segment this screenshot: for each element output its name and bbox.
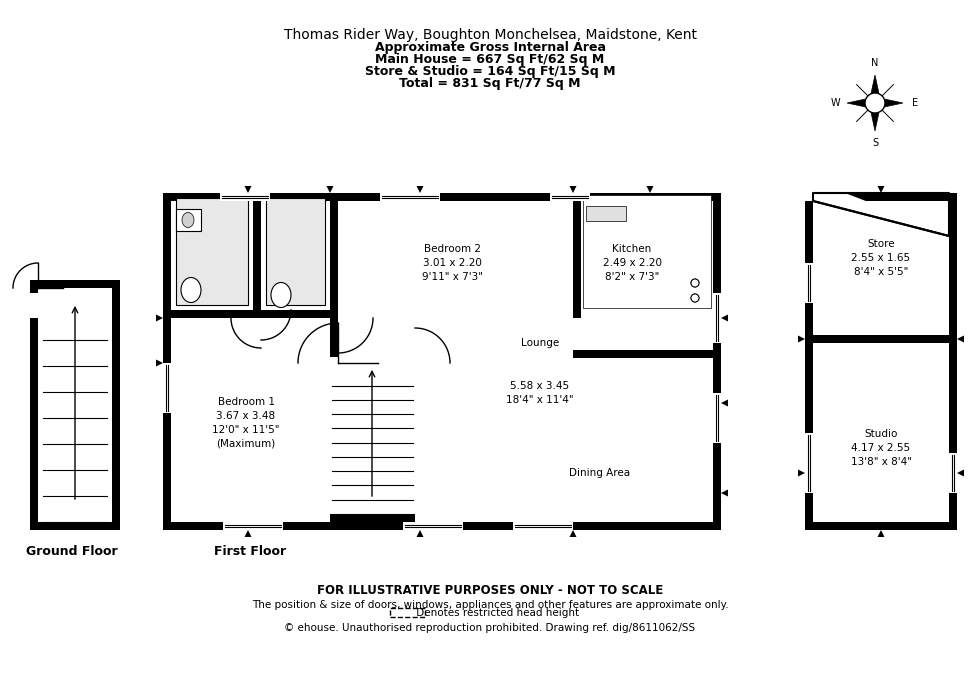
Bar	[949, 193, 957, 530]
Polygon shape	[805, 193, 949, 233]
Bar	[713, 293, 721, 343]
Polygon shape	[869, 103, 881, 131]
Circle shape	[691, 294, 699, 302]
Bar	[390, 608, 425, 617]
Bar	[266, 198, 325, 305]
Bar	[805, 433, 813, 493]
Text: W: W	[830, 98, 840, 108]
Bar	[805, 193, 957, 530]
Circle shape	[691, 279, 699, 287]
Bar	[112, 280, 120, 530]
Bar	[163, 522, 721, 530]
Bar	[586, 206, 626, 221]
Bar	[176, 198, 248, 305]
Bar	[163, 193, 171, 530]
Polygon shape	[957, 469, 964, 477]
Text: First Floor: First Floor	[214, 545, 286, 558]
Bar	[805, 522, 957, 530]
Bar	[805, 263, 813, 303]
Text: Ground Floor: Ground Floor	[26, 545, 118, 558]
Polygon shape	[569, 186, 576, 193]
Circle shape	[691, 279, 699, 287]
Bar	[330, 201, 338, 363]
Polygon shape	[721, 489, 728, 496]
Bar	[949, 453, 957, 493]
Bar	[573, 350, 713, 358]
Circle shape	[865, 93, 885, 113]
Bar	[330, 514, 415, 522]
Polygon shape	[416, 530, 423, 537]
Text: Denotes restricted head height: Denotes restricted head height	[401, 608, 579, 618]
Bar	[805, 193, 957, 201]
Polygon shape	[244, 530, 252, 537]
Text: Approximate Gross Internal Area: Approximate Gross Internal Area	[374, 42, 606, 55]
Bar	[163, 193, 721, 201]
Bar	[713, 193, 721, 530]
Text: S: S	[872, 138, 878, 148]
Bar	[171, 310, 330, 318]
Text: Total = 831 Sq Ft/77 Sq M: Total = 831 Sq Ft/77 Sq M	[399, 78, 581, 91]
Bar	[550, 193, 590, 201]
Bar	[163, 193, 721, 530]
Ellipse shape	[181, 277, 201, 303]
Polygon shape	[798, 469, 805, 477]
Bar	[220, 193, 270, 201]
Bar	[30, 293, 38, 318]
Polygon shape	[416, 186, 423, 193]
Polygon shape	[569, 530, 576, 537]
Bar	[513, 522, 573, 530]
Bar	[253, 201, 261, 318]
Text: N: N	[871, 58, 879, 68]
Bar	[30, 280, 120, 530]
Bar	[163, 363, 171, 413]
Text: Thomas Rider Way, Boughton Monchelsea, Maidstone, Kent: Thomas Rider Way, Boughton Monchelsea, M…	[283, 28, 697, 42]
Polygon shape	[156, 315, 163, 322]
Ellipse shape	[182, 213, 194, 227]
Polygon shape	[721, 315, 728, 322]
Text: Dining Area: Dining Area	[569, 468, 630, 478]
Polygon shape	[847, 97, 875, 109]
Text: Main House = 667 Sq Ft/62 Sq M: Main House = 667 Sq Ft/62 Sq M	[375, 53, 605, 67]
Text: Bedroom 2
3.01 x 2.20
9'11" x 7'3": Bedroom 2 3.01 x 2.20 9'11" x 7'3"	[421, 244, 482, 282]
Bar	[805, 193, 813, 530]
Bar	[380, 193, 440, 201]
Ellipse shape	[271, 283, 291, 308]
Polygon shape	[798, 335, 805, 342]
Circle shape	[691, 294, 699, 302]
Polygon shape	[869, 75, 881, 103]
Bar	[176, 209, 201, 231]
Bar	[223, 522, 283, 530]
Bar	[30, 280, 120, 288]
Polygon shape	[326, 186, 333, 193]
Bar	[813, 201, 949, 236]
Polygon shape	[875, 97, 903, 109]
Bar	[805, 335, 957, 343]
Bar	[713, 393, 721, 443]
Text: Lounge: Lounge	[521, 338, 560, 348]
Text: Kitchen
2.49 x 2.20
8'2" x 7'3": Kitchen 2.49 x 2.20 8'2" x 7'3"	[603, 244, 662, 282]
Bar	[330, 357, 415, 522]
Text: Studio
4.17 x 2.55
13'8" x 8'4": Studio 4.17 x 2.55 13'8" x 8'4"	[851, 429, 911, 467]
Bar	[573, 201, 581, 318]
Text: The position & size of doors, windows, appliances and other features are approxi: The position & size of doors, windows, a…	[252, 600, 728, 610]
Polygon shape	[957, 335, 964, 342]
Bar	[583, 195, 711, 308]
Text: Store & Studio = 164 Sq Ft/15 Sq M: Store & Studio = 164 Sq Ft/15 Sq M	[365, 66, 615, 78]
Text: Bedroom 1
3.67 x 3.48
12'0" x 11'5"
(Maximum): Bedroom 1 3.67 x 3.48 12'0" x 11'5" (Max…	[213, 397, 279, 449]
Bar	[30, 522, 120, 530]
Text: FOR ILLUSTRATIVE PURPOSES ONLY - NOT TO SCALE: FOR ILLUSTRATIVE PURPOSES ONLY - NOT TO …	[317, 584, 663, 597]
Polygon shape	[244, 186, 252, 193]
Polygon shape	[877, 530, 885, 537]
Text: E: E	[912, 98, 918, 108]
Bar	[30, 280, 38, 530]
Polygon shape	[156, 360, 163, 367]
Polygon shape	[877, 186, 885, 193]
Text: © ehouse. Unauthorised reproduction prohibited. Drawing ref. dig/8611062/SS: © ehouse. Unauthorised reproduction proh…	[284, 623, 696, 633]
Bar	[403, 522, 463, 530]
Text: 5.58 x 3.45
18'4" x 11'4": 5.58 x 3.45 18'4" x 11'4"	[507, 381, 574, 405]
Polygon shape	[721, 399, 728, 407]
Polygon shape	[647, 186, 654, 193]
Text: Store
2.55 x 1.65
8'4" x 5'5": Store 2.55 x 1.65 8'4" x 5'5"	[852, 239, 910, 277]
